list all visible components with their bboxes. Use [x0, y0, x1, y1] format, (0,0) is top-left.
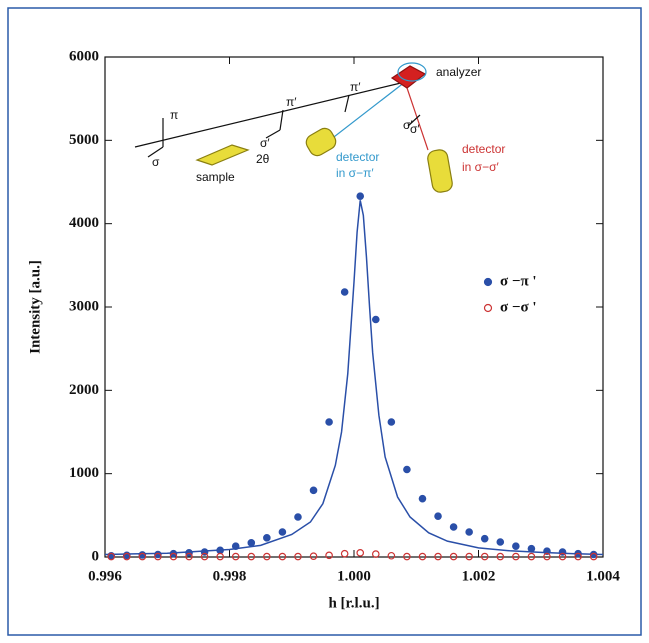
point: [434, 552, 442, 561]
point: [589, 550, 598, 559]
legend-marker: [483, 303, 493, 313]
frame: [7, 7, 642, 636]
point: [356, 192, 365, 200]
y-tick-label: 2000: [69, 382, 99, 398]
annotation: analyzer: [436, 65, 481, 79]
point: [371, 550, 380, 558]
point: [138, 552, 147, 561]
point: [169, 552, 178, 561]
y-tick-label: 4000: [69, 215, 99, 231]
point: [122, 552, 131, 561]
annotation: detector: [462, 142, 505, 156]
annotation: detector: [336, 150, 379, 164]
x-tick-label: 1.004: [586, 568, 620, 584]
point: [418, 494, 427, 503]
legend-marker: [483, 277, 493, 287]
point: [247, 539, 256, 547]
point: [449, 523, 458, 531]
point: [107, 552, 116, 561]
point: [496, 552, 505, 561]
point: [465, 528, 473, 536]
point: [309, 486, 318, 495]
point: [403, 465, 411, 474]
point: [309, 552, 318, 560]
point: [527, 544, 536, 553]
x-axis-label: h [r.l.u.]: [328, 595, 379, 611]
point: [403, 552, 411, 561]
point: [558, 552, 567, 561]
point: [356, 549, 365, 557]
point: [480, 534, 489, 543]
annotation: π′: [350, 80, 361, 94]
x-tick-label: 1.002: [462, 568, 496, 584]
x-tick-label: 0.998: [213, 568, 247, 584]
point: [589, 552, 598, 561]
y-tick-label: 0: [92, 548, 100, 564]
point: [512, 542, 520, 550]
point: [340, 549, 349, 558]
point: [325, 551, 333, 560]
point: [512, 552, 520, 561]
y-tick-label: 5000: [69, 132, 99, 148]
annotation: σ′: [403, 118, 413, 132]
point: [294, 513, 302, 521]
annotation: σ′: [260, 136, 270, 150]
annotation: σ: [152, 155, 160, 169]
point: [154, 552, 162, 561]
annotation: in σ−π′: [336, 166, 374, 180]
y-axis-label: Intensity [a.u.]: [27, 260, 43, 354]
point: [154, 550, 162, 559]
point: [278, 528, 287, 536]
annotation: 2θ: [256, 152, 270, 166]
legend-label: σ −σ ': [500, 299, 537, 315]
x-tick-label: 0.996: [88, 568, 122, 584]
point: [263, 534, 271, 542]
point: [527, 552, 536, 561]
point: [325, 418, 333, 426]
point: [543, 552, 551, 561]
point: [449, 552, 458, 561]
point: [543, 547, 551, 555]
point: [340, 288, 349, 296]
y-tick-label: 1000: [69, 465, 99, 481]
point: [200, 552, 209, 561]
point: [480, 552, 489, 561]
y-tick-label: 3000: [69, 298, 99, 314]
point: [278, 552, 287, 561]
point: [434, 512, 442, 520]
point: [263, 552, 271, 561]
annotation: π: [170, 108, 178, 122]
point: [231, 542, 240, 550]
point: [387, 551, 396, 560]
fit-line: [104, 200, 604, 556]
y-tick-label: 6000: [69, 48, 99, 64]
annotation: π′: [286, 95, 297, 109]
point: [574, 552, 582, 561]
point: [185, 552, 193, 561]
point: [387, 418, 396, 426]
annotation: sample: [196, 170, 235, 184]
point: [418, 552, 427, 561]
point: [465, 552, 473, 561]
point: [216, 546, 224, 555]
legend-label: σ −π ': [500, 273, 537, 289]
point: [496, 538, 505, 546]
setup-diagram: [134, 62, 453, 193]
point: [231, 552, 240, 561]
annotation: σ′: [410, 122, 420, 136]
annotation: in σ−σ′: [462, 160, 499, 174]
point: [294, 552, 302, 561]
point: [216, 552, 224, 561]
x-tick-label: 1.000: [337, 568, 371, 584]
point: [247, 552, 256, 561]
point: [371, 315, 380, 324]
